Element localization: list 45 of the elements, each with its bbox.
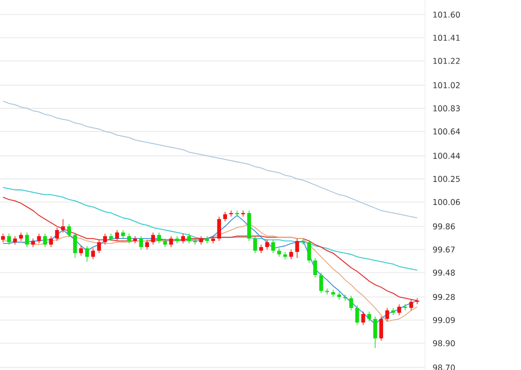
candlestick [127, 233, 131, 244]
candlestick [313, 258, 318, 278]
candlestick [175, 236, 180, 244]
candlestick [79, 246, 83, 256]
candlestick [115, 230, 119, 242]
candlestick [361, 311, 366, 326]
candlestick [367, 311, 372, 322]
candlestick [37, 233, 41, 244]
candlestick [265, 239, 270, 250]
candlestick [355, 305, 360, 326]
candlestick [373, 316, 378, 348]
candlestick [97, 239, 101, 254]
candlestick [385, 308, 390, 322]
candlestick [7, 233, 11, 245]
candlestick [217, 216, 222, 242]
candlestick [181, 233, 186, 244]
candlestick [151, 232, 155, 245]
candlestick [307, 239, 312, 264]
candlestick [397, 304, 402, 316]
candlestick [91, 248, 95, 260]
candlestick [85, 246, 89, 262]
candlestick [409, 299, 414, 311]
candlestick [55, 227, 59, 242]
candlestick [133, 236, 137, 244]
candlestick [349, 295, 354, 311]
candlestick [169, 236, 174, 248]
candlestick [61, 218, 65, 233]
candlestick [109, 233, 113, 242]
candlestick [67, 224, 71, 238]
candlestick [145, 239, 149, 250]
candlestick [103, 233, 107, 245]
candlestick [73, 232, 77, 258]
candlestick [43, 233, 47, 248]
candlestick [289, 249, 294, 260]
candlestick [49, 236, 53, 248]
candlestick [319, 272, 324, 294]
candlestick [295, 238, 300, 258]
candlestick [253, 236, 258, 254]
candlestick [157, 232, 161, 244]
candlestick [223, 211, 228, 222]
candlestick [25, 232, 29, 248]
candlestick [139, 236, 143, 250]
candlestick [379, 316, 384, 342]
candlestick [187, 233, 192, 244]
candlestick [271, 239, 276, 254]
